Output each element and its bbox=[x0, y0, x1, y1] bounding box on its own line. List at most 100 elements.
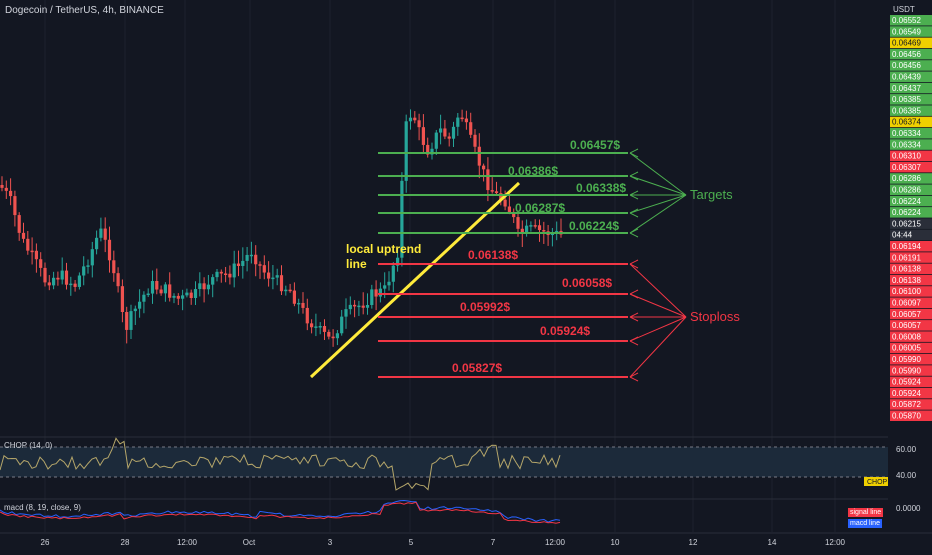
time-tick-label: 12:00 bbox=[825, 538, 846, 547]
candle-body bbox=[494, 191, 499, 194]
candle-body bbox=[52, 277, 56, 286]
price-label-bg bbox=[890, 331, 932, 342]
candle-body bbox=[434, 132, 438, 149]
candle-body bbox=[327, 331, 331, 337]
candle-body bbox=[297, 302, 301, 305]
price-tick-label: 0.05872 bbox=[892, 400, 921, 409]
candle-body bbox=[451, 126, 456, 139]
candle-body bbox=[99, 228, 103, 238]
time-tick-label: 28 bbox=[121, 538, 130, 547]
candle-body bbox=[64, 270, 69, 285]
candle-body bbox=[383, 285, 387, 289]
candle-body bbox=[499, 193, 503, 200]
stoploss-label: 0.05827$ bbox=[452, 361, 502, 375]
candle-body bbox=[17, 215, 21, 233]
price-label-bg bbox=[890, 82, 932, 94]
candle-body bbox=[404, 121, 408, 181]
candle-body bbox=[146, 293, 150, 296]
price-label-bg bbox=[890, 15, 932, 26]
stoploss-arrowhead bbox=[629, 336, 639, 346]
candle-body bbox=[142, 294, 146, 302]
candle-body bbox=[374, 289, 378, 297]
chop-badge-text: CHOP bbox=[867, 479, 888, 486]
target-arrowhead bbox=[629, 208, 639, 218]
price-label-bg bbox=[890, 241, 932, 252]
candle-body bbox=[56, 277, 60, 280]
chop-badge bbox=[864, 477, 888, 486]
candle-body bbox=[90, 249, 94, 266]
candle-body bbox=[486, 169, 490, 191]
candle-body bbox=[512, 211, 516, 218]
signal-line-badge: signal line bbox=[848, 508, 884, 517]
candle-body bbox=[125, 312, 129, 330]
candle-body bbox=[314, 326, 318, 328]
candle-body bbox=[232, 263, 236, 278]
candle-body bbox=[443, 128, 447, 137]
stoploss-arrowhead bbox=[629, 372, 639, 382]
time-tick-label: 7 bbox=[491, 538, 496, 547]
price-label-bg bbox=[890, 128, 932, 139]
candle-body bbox=[155, 280, 159, 290]
price-tick-label: 0.06334 bbox=[892, 140, 921, 149]
stoploss-label: 0.05992$ bbox=[460, 300, 510, 314]
chop-line bbox=[0, 437, 561, 491]
candle-body bbox=[391, 265, 395, 282]
candle-body bbox=[279, 275, 284, 292]
chop-pane: CHOP bbox=[0, 437, 888, 491]
price-label-bg bbox=[890, 286, 932, 297]
price-tick-label: 0.06456 bbox=[892, 61, 921, 70]
price-tick-label: 0.06437 bbox=[892, 84, 921, 93]
price-label-bg bbox=[890, 116, 932, 128]
price-tick-label: 0.05990 bbox=[892, 355, 921, 364]
price-tick-label: 0.06334 bbox=[892, 129, 921, 138]
candle-body bbox=[4, 187, 8, 191]
candle-body bbox=[305, 307, 309, 324]
candle-body bbox=[206, 284, 210, 290]
candle-body bbox=[236, 263, 241, 266]
targets-label: Targets bbox=[690, 187, 733, 202]
time-tick-label: 12:00 bbox=[545, 538, 566, 547]
macd-title[interactable]: macd (8, 19, close, 9) bbox=[4, 503, 81, 512]
price-tick-label: 0.06286 bbox=[892, 174, 921, 183]
candle-body bbox=[129, 311, 133, 330]
price-tick-label: 0.06215 bbox=[892, 219, 921, 228]
chop-title[interactable]: CHOP (14, 0) bbox=[4, 441, 53, 450]
macd-line-badge: macd line bbox=[848, 519, 882, 528]
price-tick-label: 0.06100 bbox=[892, 287, 921, 296]
candle-body bbox=[529, 225, 533, 227]
price-label-bg bbox=[890, 354, 932, 365]
candle-body bbox=[464, 118, 468, 123]
candle-body bbox=[176, 295, 180, 299]
price-label-bg bbox=[890, 387, 932, 399]
price-tick-label: 0.06005 bbox=[892, 344, 921, 353]
candle-body bbox=[284, 289, 288, 292]
price-label-bg bbox=[890, 139, 932, 150]
time-tick-label: 5 bbox=[409, 538, 414, 547]
candle-body bbox=[39, 259, 43, 268]
candle-body bbox=[413, 117, 417, 121]
candle-body bbox=[525, 225, 529, 234]
price-tick-label: 0.06310 bbox=[892, 152, 921, 161]
price-tick-label: 0.05924 bbox=[892, 378, 921, 387]
price-axis: 0.06552 0.06549 0.06469 0.06456 0.06456 0.064… bbox=[888, 0, 932, 550]
candle-body bbox=[9, 190, 13, 197]
price-tick-label: 04:44 bbox=[892, 231, 913, 240]
time-tick-label: 10 bbox=[611, 538, 620, 547]
price-tick-label: 0.06138 bbox=[892, 265, 921, 274]
stoploss-arrow bbox=[629, 263, 687, 318]
price-label-bg bbox=[890, 320, 932, 331]
candle-body bbox=[335, 333, 339, 339]
price-tick-label: 0.06008 bbox=[892, 332, 921, 341]
candle-body bbox=[228, 273, 232, 278]
candle-body bbox=[331, 336, 335, 339]
candle-body bbox=[370, 289, 374, 305]
candle-body bbox=[378, 288, 382, 297]
candle-body bbox=[219, 271, 223, 274]
chop-axis-label: 60.00 bbox=[896, 445, 917, 454]
candle-body bbox=[211, 277, 215, 285]
symbol-title[interactable]: Dogecoin / TetherUS, 4h, BINANCE bbox=[5, 5, 164, 16]
price-tick-label: 0.06057 bbox=[892, 321, 921, 330]
price-tick-label: 0.06549 bbox=[892, 27, 921, 36]
